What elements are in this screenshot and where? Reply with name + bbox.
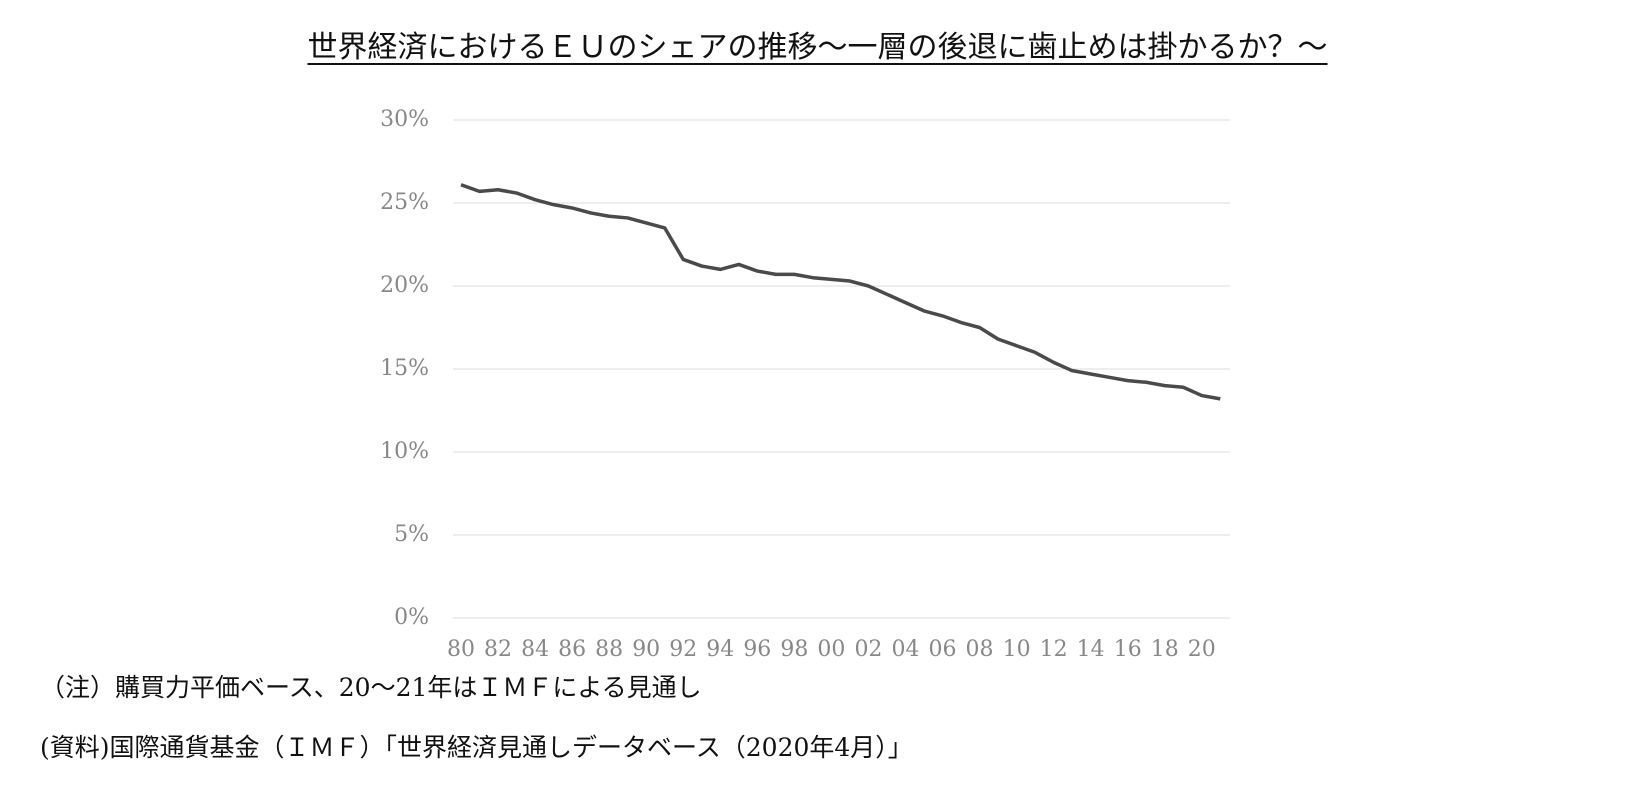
x-tick-label: 98: [780, 637, 808, 662]
y-tick-label: 15%: [380, 356, 429, 381]
source: (資料)国際通貨基金（ＩＭＦ）「世界経済見通しデータベース（2020年4月）」: [40, 733, 913, 762]
x-tick-label: 16: [1114, 637, 1142, 662]
x-tick-label: 08: [966, 637, 994, 662]
x-tick-label: 04: [891, 637, 919, 662]
x-tick-label: 18: [1151, 637, 1179, 662]
x-tick-label: 00: [817, 637, 845, 662]
y-tick-label: 20%: [380, 273, 429, 298]
x-tick-label: 92: [669, 637, 697, 662]
x-tick-label: 02: [854, 637, 882, 662]
y-tick-label: 5%: [394, 522, 429, 547]
x-tick-label: 86: [558, 637, 586, 662]
x-tick-label: 10: [1003, 637, 1031, 662]
y-tick-label: 30%: [380, 107, 429, 132]
title-box: 世界経済におけるＥＵのシェアの推移～一層の後退に歯止めは掛かるか？～: [0, 22, 1635, 66]
x-tick-label: 84: [521, 637, 549, 662]
line-series: [460, 183, 1221, 401]
y-tick-label: 25%: [380, 190, 429, 215]
y-tick-label: 10%: [380, 439, 429, 464]
x-tick-label: 90: [632, 637, 660, 662]
x-tick-label: 96: [743, 637, 771, 662]
x-tick-label: 20: [1188, 637, 1216, 662]
x-tick-label: 88: [595, 637, 623, 662]
x-tick-label: 82: [484, 637, 512, 662]
x-tick-label: 06: [929, 637, 957, 662]
x-tick-label: 14: [1077, 637, 1105, 662]
x-tick-label: 94: [706, 637, 734, 662]
x-tick-label: 12: [1040, 637, 1068, 662]
chart-title: 世界経済におけるＥＵのシェアの推移～一層の後退に歯止めは掛かるか？～: [307, 30, 1328, 65]
y-tick-label: 0%: [394, 605, 429, 630]
x-tick-label: 80: [447, 637, 475, 662]
note: （注）購買力平価ベース、20～21年はＩＭＦによる見通し: [40, 673, 702, 702]
